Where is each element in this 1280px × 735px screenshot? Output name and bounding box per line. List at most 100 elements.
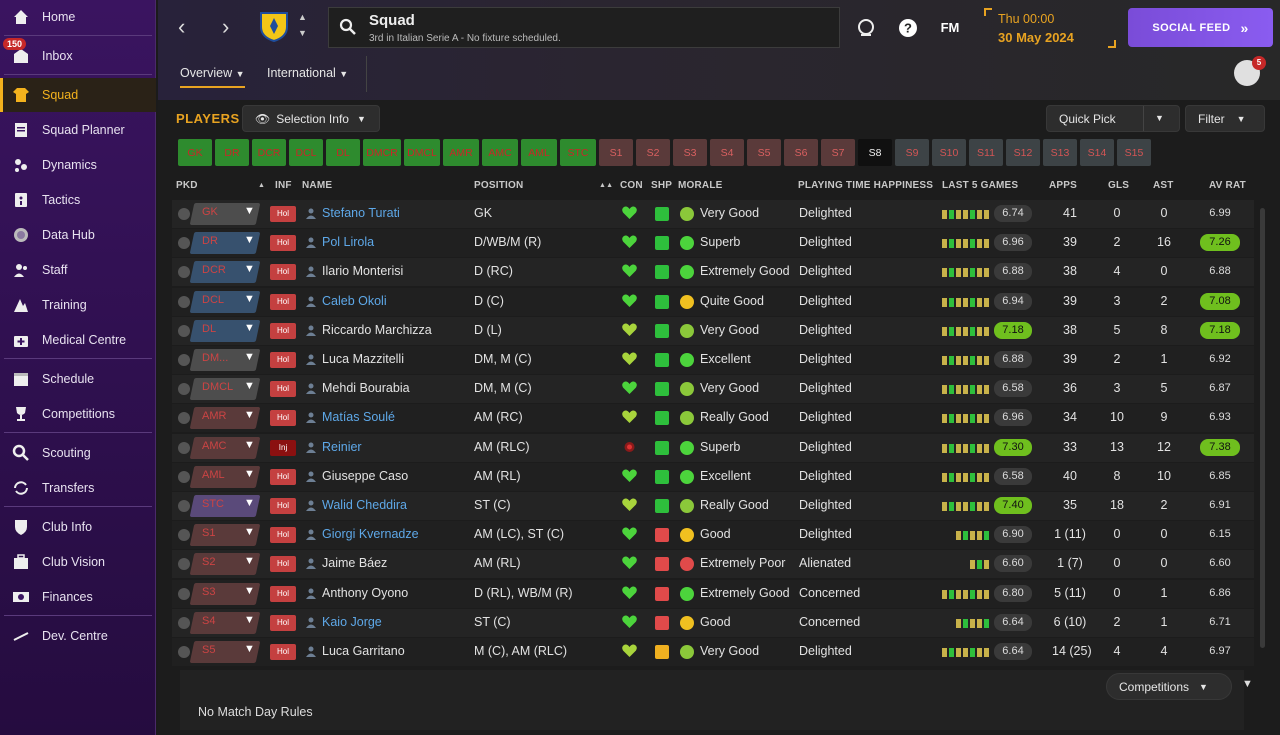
table-row[interactable]: DCL ▼ Hol Caleb Okoli D (C) Quite Good Delight…: [172, 287, 1254, 316]
col-header-position[interactable]: POSITION: [474, 180, 524, 191]
chevron-down-icon[interactable]: ▼: [244, 613, 255, 626]
table-row[interactable]: AML ▼ Hol Giuseppe Caso AM (RL) Excellent Deli…: [172, 462, 1254, 491]
player-name[interactable]: Matías Soulé: [322, 410, 395, 425]
sidebar-item-staff[interactable]: Staff: [0, 253, 156, 287]
player-name[interactable]: Giuseppe Caso: [322, 468, 409, 483]
pick-toggle[interactable]: [178, 237, 190, 250]
chevron-down-icon[interactable]: ▼: [244, 467, 255, 480]
forward-arrow-icon[interactable]: ›: [222, 14, 230, 39]
table-row[interactable]: DMCL ▼ Hol Mehdi Bourabia DM, M (C) Very Good…: [172, 375, 1254, 404]
pick-toggle[interactable]: [178, 412, 190, 425]
table-row[interactable]: S2 ▼ Hol Jaime Báez AM (RL) Extremely Poor Ali…: [172, 550, 1254, 579]
col-header-inf[interactable]: INF: [275, 180, 292, 191]
sidebar-item-club-info[interactable]: Club Info: [0, 510, 156, 544]
selection-button-s12[interactable]: S12: [1006, 139, 1040, 166]
col-header-shp[interactable]: SHP: [651, 180, 673, 191]
pick-toggle[interactable]: [178, 441, 190, 454]
date-time-box[interactable]: Thu 00:00 30 May 2024: [984, 8, 1116, 48]
info-badge[interactable]: Hol: [270, 206, 296, 222]
chevron-down-icon[interactable]: ▼: [244, 292, 255, 305]
col-header-gls[interactable]: GLS: [1108, 180, 1130, 191]
info-badge[interactable]: Hol: [270, 614, 296, 631]
info-badge[interactable]: Hol: [270, 352, 296, 368]
selection-button-s1[interactable]: S1: [599, 139, 633, 166]
player-name[interactable]: Caleb Okoli: [322, 293, 387, 308]
chevron-down-icon[interactable]: ▼: [244, 643, 255, 655]
info-badge[interactable]: Hol: [270, 293, 296, 310]
selection-button-stc[interactable]: STC: [560, 139, 596, 166]
chevron-down-icon[interactable]: ▼: [244, 555, 255, 568]
player-name[interactable]: Mehdi Bourabia: [322, 381, 410, 396]
info-badge[interactable]: Inj: [270, 439, 296, 456]
pick-toggle[interactable]: [178, 470, 190, 483]
info-badge[interactable]: Hol: [270, 468, 296, 485]
sort-icon[interactable]: ▲▲: [599, 182, 614, 189]
selection-button-s5[interactable]: S5: [747, 139, 781, 166]
selection-button-s6[interactable]: S6: [784, 139, 818, 166]
col-header-morale[interactable]: MORALE: [678, 180, 723, 191]
selection-button-amr[interactable]: AMR: [443, 139, 479, 166]
player-name[interactable]: Jaime Báez: [322, 556, 388, 571]
chevron-down-icon[interactable]: ▼: [1242, 678, 1253, 690]
player-name[interactable]: Reinier: [322, 439, 362, 454]
info-badge[interactable]: Hol: [270, 585, 296, 602]
table-row[interactable]: S3 ▼ Hol Anthony Oyono D (RL), WB/M (R) Extre…: [172, 579, 1254, 608]
player-name[interactable]: Ilario Monterisi: [322, 264, 404, 279]
sidebar-item-club-vision[interactable]: Club Vision: [0, 545, 156, 579]
player-name[interactable]: Kaio Jorge: [322, 614, 382, 629]
competitions-button[interactable]: Competitions ▼: [1106, 673, 1232, 700]
chevron-down-icon[interactable]: ▼: [244, 205, 255, 217]
selection-button-dr[interactable]: DR: [215, 139, 249, 166]
info-badge[interactable]: Hol: [270, 644, 296, 660]
chevron-down-icon[interactable]: ▼: [244, 263, 255, 276]
chevron-up-icon[interactable]: ▲: [298, 12, 307, 22]
table-row[interactable]: DCR ▼ Hol Ilario Monterisi D (RC) Extremely G…: [172, 258, 1254, 287]
notifications-avatar[interactable]: 5: [1234, 56, 1266, 86]
table-row[interactable]: AMC ▼ Inj Reinier AM (RLC) Superb Delighted 7.3…: [172, 433, 1254, 462]
globe-icon[interactable]: [856, 18, 876, 38]
info-badge[interactable]: Hol: [270, 556, 296, 573]
selection-info-button[interactable]: 👁 Selection Info ▼: [242, 105, 380, 132]
pick-toggle[interactable]: [178, 354, 190, 366]
selection-button-s10[interactable]: S10: [932, 139, 966, 166]
pick-toggle[interactable]: [178, 500, 190, 512]
sidebar-item-transfers[interactable]: Transfers: [0, 471, 156, 505]
chevron-down-icon[interactable]: ▼: [244, 380, 255, 393]
sidebar-item-scouting[interactable]: Scouting: [0, 436, 156, 470]
selection-button-amc[interactable]: AMC: [482, 139, 518, 166]
player-name[interactable]: Anthony Oyono: [322, 585, 409, 600]
table-row[interactable]: STC ▼ Hol Walid Cheddira ST (C) Really Good De…: [172, 492, 1254, 520]
sidebar-item-dev-centre[interactable]: Dev. Centre: [0, 619, 156, 653]
table-row[interactable]: S1 ▼ Hol Giorgi Kvernadze AM (LC), ST (C) Goo…: [172, 521, 1254, 550]
info-badge[interactable]: Hol: [270, 410, 296, 427]
sidebar-item-squad-planner[interactable]: Squad Planner: [0, 113, 156, 147]
sidebar-item-competitions[interactable]: Competitions: [0, 397, 156, 431]
sidebar-item-dynamics[interactable]: Dynamics: [0, 148, 156, 182]
sidebar-item-medical-centre[interactable]: Medical Centre: [0, 323, 156, 357]
selection-button-s7[interactable]: S7: [821, 139, 855, 166]
pick-toggle[interactable]: [178, 324, 190, 337]
chevron-down-icon[interactable]: ▼: [298, 28, 307, 38]
selection-button-s15[interactable]: S15: [1117, 139, 1151, 166]
info-badge[interactable]: Hol: [270, 498, 296, 514]
table-row[interactable]: AMR ▼ Hol Matías Soulé AM (RC) Really Good Del…: [172, 404, 1254, 433]
info-badge[interactable]: Hol: [270, 527, 296, 544]
col-header-avrat[interactable]: AV RAT: [1209, 180, 1246, 191]
pick-toggle[interactable]: [178, 208, 190, 220]
chevron-down-icon[interactable]: ▼: [244, 351, 255, 363]
info-badge[interactable]: Hol: [270, 322, 296, 339]
back-arrow-icon[interactable]: ‹: [178, 14, 186, 39]
player-name[interactable]: Riccardo Marchizza: [322, 322, 432, 337]
chevron-down-icon[interactable]: ▼: [244, 234, 255, 247]
col-header-pkd[interactable]: PKD: [176, 180, 198, 191]
sidebar-item-schedule[interactable]: Schedule: [0, 362, 156, 396]
table-row[interactable]: DM... ▼ Hol Luca Mazzitelli DM, M (C) Excelle…: [172, 346, 1254, 374]
col-header-con[interactable]: CON: [620, 180, 643, 191]
table-row[interactable]: DR ▼ Hol Pol Lirola D/WB/M (R) Superb Delighte…: [172, 229, 1254, 258]
quick-pick-button[interactable]: Quick Pick ▼: [1046, 105, 1180, 132]
chevron-down-icon[interactable]: ▼: [244, 526, 255, 539]
chevron-down-icon[interactable]: ▼: [244, 438, 255, 451]
sidebar-item-finances[interactable]: Finances: [0, 580, 156, 614]
selection-button-s9[interactable]: S9: [895, 139, 929, 166]
selection-button-s4[interactable]: S4: [710, 139, 744, 166]
